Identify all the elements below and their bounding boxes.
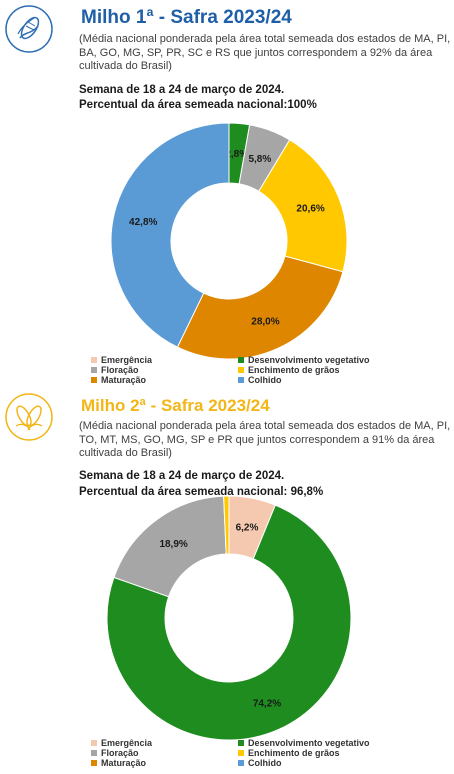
donut-slice bbox=[176, 255, 344, 360]
donut-slice bbox=[106, 504, 352, 741]
donut-chart-milho-1: 2,8% 5,8% 20,6% 28,0% 42,8% bbox=[110, 122, 348, 360]
legend-label: Emergência bbox=[101, 738, 153, 748]
donut-slice bbox=[110, 122, 230, 348]
legend-swatch bbox=[91, 760, 97, 766]
slice-data-label: 5,8% bbox=[248, 154, 271, 165]
slice-data-label: 2,8% bbox=[225, 149, 248, 160]
legend-label: Emergência bbox=[101, 355, 153, 365]
legend-entry: Maturação bbox=[91, 375, 146, 385]
legend-label: Floração bbox=[101, 365, 139, 375]
legend-entry: Colhido bbox=[238, 375, 282, 385]
slice-data-label: 42,8% bbox=[129, 217, 157, 228]
section-title: Milho 1ª - Safra 2023/24 bbox=[81, 7, 292, 28]
legend-swatch bbox=[238, 367, 244, 373]
corn-cob-icon bbox=[5, 5, 53, 53]
legend-entry: Maturação bbox=[91, 758, 146, 768]
corn-cobs-icon bbox=[5, 393, 53, 441]
legend-swatch bbox=[91, 740, 97, 746]
slice-data-label: 20,6% bbox=[296, 204, 324, 215]
legend-entry: Enchimento de grãos bbox=[238, 748, 340, 758]
legend-entry: Floração bbox=[91, 365, 139, 375]
legend-swatch bbox=[238, 750, 244, 756]
legend-label: Maturação bbox=[101, 375, 147, 385]
donut-chart-milho-2: 6,2% 74,2% 18,9% bbox=[106, 495, 352, 741]
legend-entry: Emergência bbox=[91, 355, 152, 365]
week-label: Semana de 18 a 24 de março de 2024. bbox=[79, 470, 285, 482]
legend-label: Desenvolvimento vegetativo bbox=[248, 355, 370, 365]
legend-label: Enchimento de grãos bbox=[248, 365, 340, 375]
legend-entry: Desenvolvimento vegetativo bbox=[238, 738, 370, 748]
week-label: Semana de 18 a 24 de março de 2024. bbox=[79, 84, 285, 96]
percent-sown-label: Percentual da área semeada nacional:100% bbox=[79, 99, 317, 111]
slice-data-label: 74,2% bbox=[253, 698, 281, 709]
legend-label: Maturação bbox=[101, 758, 147, 768]
percent-sown-label: Percentual da área semeada nacional: 96,… bbox=[79, 486, 324, 498]
section-description: (Média nacional ponderada pela área tota… bbox=[79, 33, 451, 72]
legend-label: Desenvolvimento vegetativo bbox=[248, 738, 370, 748]
legend-entry: Desenvolvimento vegetativo bbox=[238, 355, 370, 365]
legend-swatch bbox=[238, 377, 244, 383]
legend-label: Colhido bbox=[248, 375, 282, 385]
donut-slice bbox=[223, 495, 230, 555]
legend-swatch bbox=[91, 367, 97, 373]
donut-slice bbox=[258, 139, 348, 273]
section-description: (Média nacional ponderada pela área tota… bbox=[79, 420, 451, 459]
legend-swatch bbox=[238, 760, 244, 766]
legend-entry: Enchimento de grãos bbox=[238, 365, 340, 375]
slice-data-label: 28,0% bbox=[251, 317, 279, 328]
legend-swatch bbox=[91, 357, 97, 363]
legend-swatch bbox=[91, 750, 97, 756]
legend-swatch bbox=[91, 377, 97, 383]
slice-data-label: 6,2% bbox=[236, 522, 259, 533]
legend-label: Enchimento de grãos bbox=[248, 748, 340, 758]
milho-1-section: Milho 1ª - Safra 2023/24 (Média nacional… bbox=[5, 5, 451, 385]
legend-entry: Floração bbox=[91, 748, 139, 758]
legend-swatch bbox=[238, 740, 244, 746]
legend-entry: Colhido bbox=[238, 758, 282, 768]
section-title: Milho 2ª - Safra 2023/24 bbox=[81, 396, 270, 415]
legend-label: Colhido bbox=[248, 758, 282, 768]
legend-entry: Emergência bbox=[91, 738, 152, 748]
slice-data-label: 18,9% bbox=[159, 539, 187, 550]
legend-swatch bbox=[238, 357, 244, 363]
legend-label: Floração bbox=[101, 748, 139, 758]
milho-2-section: Milho 2ª - Safra 2023/24 (Média nacional… bbox=[0, 392, 454, 774]
